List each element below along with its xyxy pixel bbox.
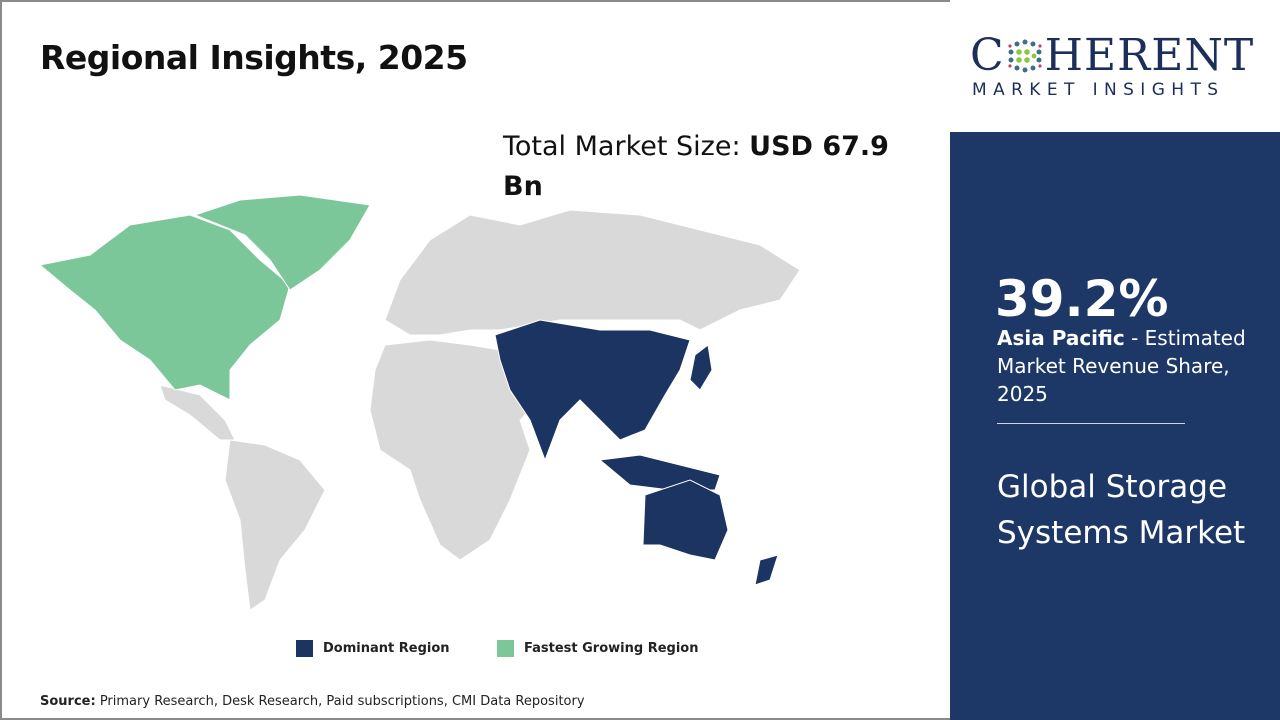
region-australia [642, 479, 729, 561]
total-market-value: USD 67.9 Bn [503, 131, 889, 202]
highlight-percent: 39.2% [995, 270, 1169, 328]
region-south-america [224, 439, 326, 611]
highlight-panel [950, 132, 1280, 720]
legend-fastest: Fastest Growing Region [497, 640, 698, 657]
highlight-description: Asia Pacific - Estimated Market Revenue … [997, 324, 1257, 408]
highlight-region: Asia Pacific [997, 326, 1125, 350]
region-southeast-asia [598, 454, 721, 491]
logo-letter-c: C [970, 30, 1005, 81]
logo-word: HERENT [1044, 30, 1255, 81]
legend-swatch-fastest [497, 640, 514, 657]
legend-label-fastest: Fastest Growing Region [524, 641, 699, 656]
globe-dots-icon [1008, 39, 1042, 72]
region-greenland [193, 194, 371, 291]
region-europe-russia [384, 209, 801, 336]
highlight-desc-text: - Estimated Market Revenue Share, 2025 [997, 326, 1246, 406]
total-market-label: Total Market Size: [503, 131, 750, 162]
divider [997, 423, 1185, 424]
region-africa-middle-east [369, 339, 541, 561]
region-north-america [38, 214, 291, 401]
region-asia-pacific [494, 319, 691, 462]
source-label: Source: [40, 694, 96, 709]
page-title: Regional Insights, 2025 [40, 38, 468, 77]
source-text: Primary Research, Desk Research, Paid su… [95, 694, 585, 709]
legend-dominant: Dominant Region [296, 640, 450, 657]
world-map [38, 194, 801, 611]
region-new-zealand [754, 554, 779, 586]
region-japan [689, 344, 713, 391]
source-note: Source: Primary Research, Desk Research,… [40, 694, 585, 709]
total-market-size: Total Market Size: USD 67.9 Bn [503, 127, 903, 207]
legend-swatch-dominant [296, 640, 313, 657]
company-logo: C HERENT MARKET INSIGHTS [950, 0, 1280, 132]
logo-subtitle: MARKET INSIGHTS [972, 80, 1225, 100]
region-central-america [159, 384, 236, 441]
legend-label-dominant: Dominant Region [323, 641, 450, 656]
market-name: Global Storage Systems Market [997, 469, 1246, 551]
